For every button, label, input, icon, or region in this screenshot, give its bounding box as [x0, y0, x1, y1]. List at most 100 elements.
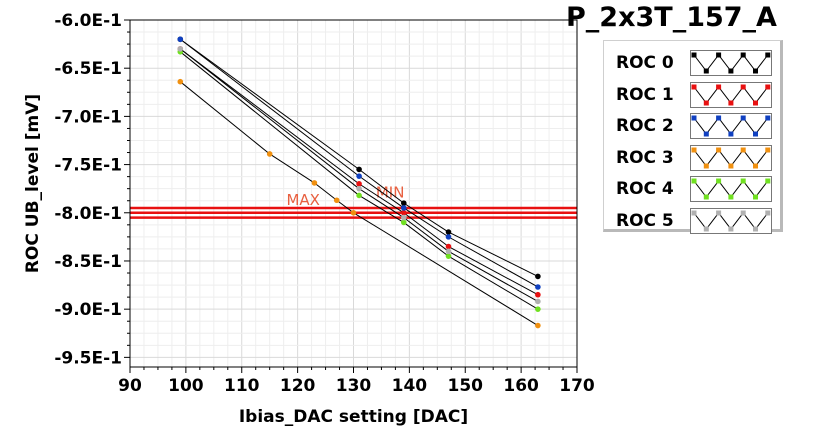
reference-annotation: MAX	[286, 191, 319, 209]
legend-label: ROC 4	[616, 179, 674, 199]
series-line	[448, 231, 539, 277]
legend-swatch-marker	[716, 178, 722, 184]
data-point	[445, 243, 452, 250]
series-roc-2	[177, 36, 541, 290]
legend-swatch-marker	[765, 147, 771, 152]
legend-swatch-marker	[691, 84, 697, 89]
legend-label: ROC 5	[616, 210, 674, 231]
legend-swatch	[690, 81, 772, 108]
legend-swatch-marker	[753, 68, 758, 74]
y-tick-label: -7.0E-1	[54, 107, 122, 127]
series-line	[179, 38, 360, 177]
series-roc-1	[177, 46, 541, 298]
series-line	[179, 81, 271, 155]
series-line	[358, 194, 405, 223]
data-point	[350, 209, 357, 216]
series-line	[403, 212, 449, 247]
legend-swatch-marker	[753, 194, 758, 200]
legend-swatch	[690, 113, 772, 139]
legend-swatch-marker	[703, 194, 709, 200]
legend-swatch-marker	[728, 100, 734, 105]
series-line	[179, 48, 360, 185]
series-line	[448, 236, 539, 288]
x-tick-label: 120	[280, 376, 316, 396]
data-point	[445, 248, 452, 255]
legend-swatch-marker	[765, 210, 771, 215]
legend-swatch-marker	[691, 210, 697, 215]
data-point	[535, 291, 541, 298]
legend-label: ROC 2	[616, 116, 674, 136]
x-tick-label: 170	[559, 376, 595, 396]
legend-swatch-marker	[703, 68, 709, 74]
series-roc-4	[177, 49, 541, 312]
data-point	[445, 234, 452, 240]
series-line	[403, 217, 449, 252]
data-point	[400, 205, 407, 211]
legend-swatch-marker	[728, 194, 734, 200]
series-line	[403, 202, 449, 233]
x-tick-label: 160	[503, 376, 539, 396]
x-tick-label: 150	[448, 376, 484, 396]
legend-swatch-marker	[740, 84, 746, 89]
legend-swatch-marker	[753, 226, 758, 231]
data-point	[535, 298, 541, 305]
legend-item: ROC 2	[604, 110, 780, 142]
y-tick-label: -7.5E-1	[54, 156, 122, 176]
axes: 90 100 110 120 130 140 150 160 170 -6.0E-1 -6.5E-1…	[54, 11, 595, 396]
legend-swatch-marker	[753, 131, 758, 137]
legend-swatch-marker	[703, 226, 709, 231]
series-line	[353, 212, 539, 326]
y-tick-label: -6.0E-1	[54, 11, 122, 31]
data-point	[356, 181, 362, 187]
series-line	[448, 250, 539, 302]
data-point	[400, 209, 407, 216]
data-point	[266, 151, 273, 157]
legend-swatch-marker	[753, 100, 758, 105]
data-point	[445, 229, 452, 235]
legend-swatch-marker	[691, 52, 697, 58]
legend-swatch-marker	[765, 52, 771, 58]
legend-swatch-marker	[703, 163, 709, 168]
legend-swatch-marker	[716, 84, 722, 89]
legend-swatch-marker	[703, 100, 709, 105]
data-point	[445, 253, 452, 259]
legend-swatch	[690, 207, 772, 234]
legend-swatch-marker	[753, 163, 758, 168]
data-point	[333, 197, 340, 204]
series-line	[269, 153, 315, 184]
series-line	[358, 188, 405, 219]
data-point	[356, 192, 362, 199]
data-point	[177, 46, 184, 52]
data-point	[400, 200, 407, 206]
chart-title: P_2x3T_157_A	[566, 2, 777, 33]
series-line	[336, 199, 354, 214]
legend-swatch-marker	[765, 178, 771, 184]
legend-swatch	[690, 50, 772, 76]
series-roc-3	[177, 78, 541, 329]
data-point	[400, 219, 407, 226]
data-point	[311, 180, 318, 186]
data-point	[356, 173, 362, 179]
legend-swatch-marker	[728, 68, 734, 74]
series-line	[403, 222, 449, 257]
series-line	[448, 255, 539, 310]
legend-label: ROC 0	[616, 53, 674, 73]
legend-label: ROC 1	[616, 84, 674, 105]
data-point	[177, 36, 184, 43]
legend-swatch-marker	[740, 178, 746, 184]
legend-item: ROC 4	[604, 173, 780, 205]
data-point	[535, 273, 541, 280]
x-tick-label: 110	[224, 376, 260, 396]
data-point	[535, 322, 541, 329]
legend-swatch-marker	[716, 115, 722, 121]
legend-swatch-marker	[703, 131, 709, 137]
legend-swatch-marker	[740, 52, 746, 58]
grid	[129, 19, 578, 367]
data-point	[356, 185, 362, 192]
data-point	[177, 78, 184, 85]
legend-swatch-marker	[716, 147, 722, 152]
legend-swatch-marker	[691, 147, 697, 152]
series-line	[358, 169, 405, 204]
legend-item: ROC 1	[604, 79, 780, 111]
series-line	[179, 48, 360, 190]
